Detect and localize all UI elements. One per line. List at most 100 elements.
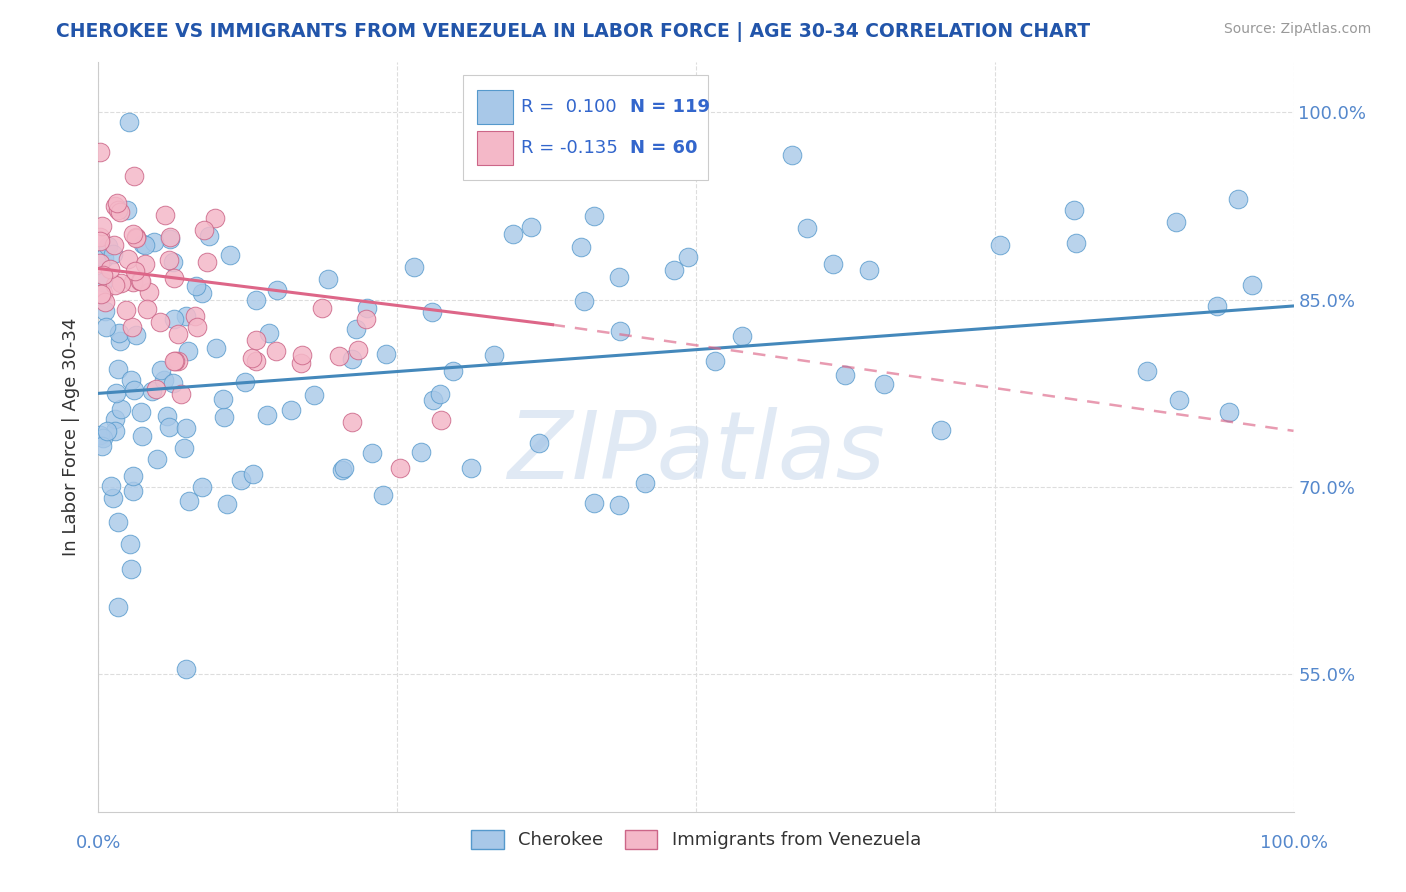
Point: [1218, 405, 1240, 419]
Text: 100.0%: 100.0%: [1260, 834, 1327, 852]
Point: [122, 483, 145, 498]
Point: [1227, 192, 1250, 206]
Point: [214, 409, 236, 424]
Point: [138, 285, 160, 299]
Point: [257, 326, 280, 340]
Point: [134, 238, 156, 252]
Point: [1136, 364, 1159, 378]
Point: [121, 320, 143, 334]
Point: [266, 284, 288, 298]
Point: [162, 254, 184, 268]
Point: [703, 354, 725, 368]
Point: [460, 461, 482, 475]
Point: [330, 462, 353, 476]
Point: [782, 148, 804, 162]
Point: [90, 438, 112, 452]
Point: [115, 303, 138, 318]
Point: [834, 368, 856, 382]
Point: [354, 312, 377, 326]
Point: [184, 309, 207, 323]
Point: [122, 227, 145, 241]
Point: [361, 446, 384, 460]
Point: [929, 423, 952, 437]
Point: [94, 304, 117, 318]
Point: [634, 475, 657, 490]
Point: [97, 238, 120, 252]
Point: [107, 515, 129, 529]
FancyBboxPatch shape: [477, 131, 513, 165]
Point: [569, 240, 592, 254]
Point: [117, 252, 139, 267]
Point: [110, 402, 132, 417]
Point: [89, 235, 111, 249]
Point: [211, 392, 233, 406]
Point: [159, 232, 181, 246]
Point: [1063, 202, 1085, 217]
Point: [197, 229, 219, 244]
Point: [256, 409, 278, 423]
FancyBboxPatch shape: [463, 75, 709, 180]
Point: [482, 347, 505, 361]
Point: [290, 356, 312, 370]
Point: [796, 221, 818, 235]
Point: [89, 145, 111, 159]
Point: [131, 429, 153, 443]
Point: [166, 354, 188, 368]
Point: [527, 436, 550, 450]
Point: [91, 219, 114, 234]
Point: [134, 257, 156, 271]
Point: [145, 452, 167, 467]
Point: [197, 255, 219, 269]
Point: [125, 229, 148, 244]
Point: [104, 198, 127, 212]
Point: [389, 461, 412, 475]
Point: [105, 195, 128, 210]
Point: [311, 301, 333, 315]
Point: [90, 286, 112, 301]
Point: [333, 460, 356, 475]
Point: [582, 210, 605, 224]
Point: [91, 286, 114, 301]
Point: [105, 385, 128, 400]
Point: [280, 403, 302, 417]
Point: [177, 343, 200, 358]
Legend: Cherokee, Immigrants from Venezuela: Cherokee, Immigrants from Venezuela: [464, 822, 928, 856]
Point: [101, 247, 124, 261]
Point: [157, 420, 180, 434]
Point: [240, 351, 263, 365]
Y-axis label: In Labor Force | Age 30-34: In Labor Force | Age 30-34: [62, 318, 80, 557]
Point: [162, 376, 184, 391]
Point: [163, 354, 186, 368]
Point: [291, 348, 314, 362]
Point: [602, 93, 624, 107]
Text: ZIPatlas: ZIPatlas: [508, 407, 884, 498]
Point: [340, 415, 363, 429]
Point: [409, 445, 432, 459]
Point: [217, 497, 239, 511]
Point: [89, 428, 111, 442]
Point: [125, 327, 148, 342]
Point: [122, 469, 145, 483]
Point: [103, 238, 125, 252]
Point: [110, 276, 132, 290]
Point: [156, 409, 179, 423]
Point: [1064, 236, 1087, 251]
Point: [342, 352, 364, 367]
Point: [519, 220, 541, 235]
Point: [502, 227, 524, 241]
Point: [115, 203, 138, 218]
Point: [141, 384, 163, 399]
Text: R = -0.135: R = -0.135: [522, 139, 619, 157]
Point: [122, 383, 145, 397]
Point: [118, 537, 141, 551]
Point: [128, 274, 150, 288]
Point: [104, 424, 127, 438]
Point: [124, 264, 146, 278]
Point: [205, 341, 228, 355]
Point: [375, 347, 398, 361]
Point: [152, 373, 174, 387]
Point: [91, 268, 114, 283]
Point: [124, 231, 146, 245]
Point: [235, 375, 257, 389]
Point: [356, 301, 378, 315]
